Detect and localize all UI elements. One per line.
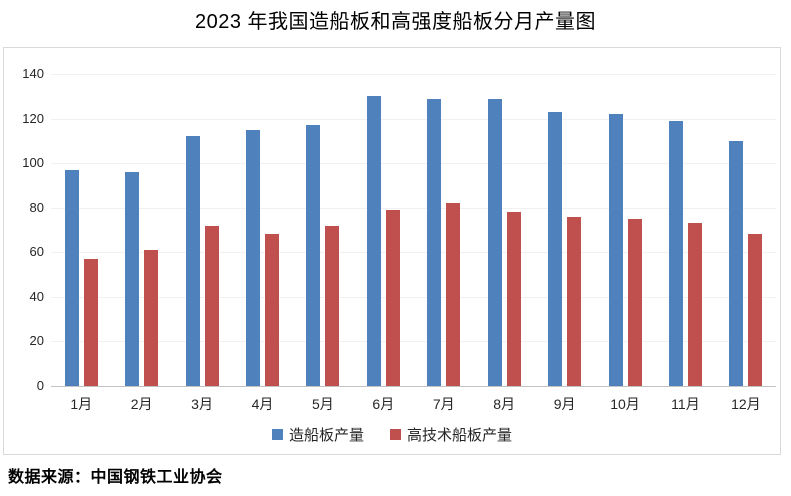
chart-frame: 0 20 40 60 80 100 120 140 1月 2月 3月 4月 5月 6月 7月 8月 9月 10月… <box>3 47 781 455</box>
source-note: 数据来源：中国钢铁工业协会 <box>8 469 223 486</box>
bar-group-11月 <box>655 74 715 386</box>
gridline <box>51 296 776 298</box>
bar-造船板产量-3月 <box>185 136 200 386</box>
x-axis-tick-label: 5月 <box>312 396 334 412</box>
y-axis-tick-label: 100 <box>22 155 44 171</box>
bar-造船板产量-4月 <box>245 129 260 386</box>
bar-造船板产量-12月 <box>729 140 744 386</box>
y-axis-tick-label: 140 <box>22 66 44 81</box>
x-axis-tick-label: 9月 <box>553 396 576 412</box>
gridline <box>51 252 776 254</box>
x-axis-tick-label: 12月 <box>731 396 761 412</box>
y-axis-tick-label: 120 <box>22 110 44 126</box>
x-axis-tick-label: 10月 <box>610 396 640 412</box>
y-axis-tick-label: 80 <box>29 199 44 215</box>
bar-造船板产量-9月 <box>548 111 563 386</box>
x-axis: 1月 2月 3月 4月 5月 6月 7月 8月 9月 10月 11月 12月 <box>51 394 776 414</box>
x-axis-tick-label: 4月 <box>251 396 274 412</box>
bar-造船板产量-2月 <box>125 172 140 386</box>
bar-造船板产量-10月 <box>608 114 623 386</box>
legend-label: 高技术船板产量 <box>407 427 513 444</box>
bar-group-9月 <box>534 74 594 386</box>
plot-area <box>51 74 776 386</box>
bar-高技术船板产量-1月 <box>83 258 98 386</box>
bar-group-5月 <box>293 74 353 386</box>
bar-高技术船板产量-12月 <box>748 234 763 386</box>
legend-item: 高技术船板产量 <box>390 424 512 445</box>
legend-item: 造船板产量 <box>271 424 364 445</box>
bar-高技术船板产量-2月 <box>144 250 159 386</box>
bar-group-6月 <box>353 74 413 386</box>
x-axis-tick-label: 1月 <box>70 396 93 412</box>
bar-group-8月 <box>474 74 534 386</box>
gridline <box>51 207 776 209</box>
legend-marker-icon <box>271 429 283 440</box>
legend: 造船板产量 高技术船板产量 <box>4 424 780 445</box>
bar-造船板产量-6月 <box>366 96 381 386</box>
bar-高技术船板产量-6月 <box>385 209 400 386</box>
x-axis-tick-label: 3月 <box>191 396 213 412</box>
gridline <box>51 341 776 343</box>
x-axis-tick-label: 6月 <box>372 396 395 412</box>
y-axis-tick-label: 40 <box>29 288 44 304</box>
bar-高技术船板产量-4月 <box>264 234 279 386</box>
x-axis-tick-label: 7月 <box>432 396 455 412</box>
bar-高技术船板产量-8月 <box>506 212 521 386</box>
bar-造船板产量-5月 <box>306 125 321 386</box>
gridline <box>51 118 776 120</box>
y-axis-tick-label: 20 <box>29 333 44 349</box>
bar-group-7月 <box>414 74 474 386</box>
bar-高技术船板产量-3月 <box>204 225 219 386</box>
bar-造船板产量-1月 <box>64 169 79 386</box>
x-axis-tick-label: 2月 <box>130 396 153 412</box>
y-axis-tick-label: 60 <box>29 244 44 260</box>
bar-高技术船板产量-5月 <box>325 225 340 386</box>
bar-高技术船板产量-10月 <box>627 218 642 386</box>
x-axis-tick-label: 11月 <box>671 396 700 412</box>
bar-group-1月 <box>51 74 111 386</box>
x-axis-tick-label: 8月 <box>493 396 516 412</box>
bar-group-3月 <box>172 74 232 386</box>
legend-label: 造船板产量 <box>288 427 364 444</box>
gridline <box>51 163 776 165</box>
bar-高技术船板产量-11月 <box>687 223 702 386</box>
y-axis-tick-label: 0 <box>36 378 44 393</box>
bar-group-12月 <box>716 74 776 386</box>
legend-marker-icon <box>390 429 401 440</box>
bar-高技术船板产量-9月 <box>567 216 582 386</box>
gridline <box>51 74 776 75</box>
bar-造船板产量-11月 <box>668 120 683 386</box>
bar-group-10月 <box>595 74 655 386</box>
bar-造船板产量-8月 <box>487 98 502 386</box>
bar-高技术船板产量-7月 <box>446 203 461 386</box>
bar-group-4月 <box>232 74 292 386</box>
bar-造船板产量-7月 <box>427 98 442 386</box>
bar-group-2月 <box>111 74 171 386</box>
x-axis-line <box>51 386 776 387</box>
chart-title: 2023 年我国造船板和高强度船板分月产量图 <box>194 11 597 33</box>
